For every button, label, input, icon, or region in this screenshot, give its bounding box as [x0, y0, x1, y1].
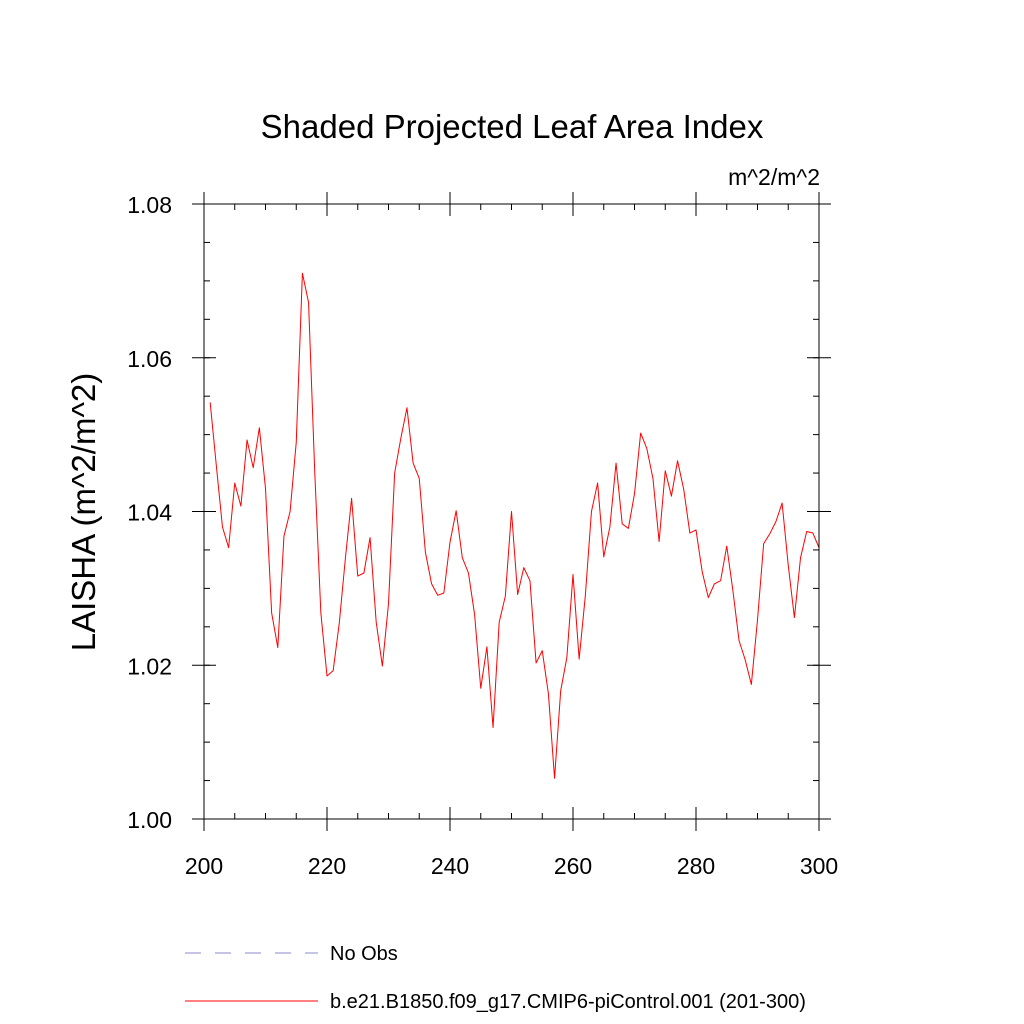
x-tick-label: 280 [677, 853, 715, 879]
y-tick-label: 1.00 [127, 807, 172, 833]
legend-label-control: b.e21.B1850.f09_g17.CMIP6-piControl.001 … [330, 991, 806, 1013]
y-tick-label: 1.02 [127, 653, 172, 679]
series-group [209, 272, 820, 779]
x-tick-label: 260 [554, 853, 592, 879]
units-label: m^2/m^2 [728, 164, 820, 190]
x-tick-label: 200 [185, 853, 223, 879]
x-tick-label: 220 [308, 853, 346, 879]
plot-frame [203, 203, 820, 820]
x-axis-tick-labels: 200 220 240 260 280 300 [185, 853, 838, 879]
legend: No Obs b.e21.B1850.f09_g17.CMIP6-piContr… [185, 943, 806, 1013]
y-tick-label: 1.06 [127, 346, 172, 372]
y-tick-label: 1.08 [127, 192, 172, 218]
y-axis-label: LAISHA (m^2/m^2) [65, 373, 102, 652]
legend-label-no-obs: No Obs [330, 943, 398, 965]
chart-title: Shaded Projected Leaf Area Index [261, 108, 764, 145]
x-tick-label: 240 [431, 853, 469, 879]
series-line-control [209, 272, 820, 779]
y-tick-label: 1.04 [127, 500, 172, 526]
x-tick-label: 300 [800, 853, 838, 879]
y-axis-tick-labels: 1.00 1.02 1.04 1.06 1.08 [127, 192, 172, 833]
